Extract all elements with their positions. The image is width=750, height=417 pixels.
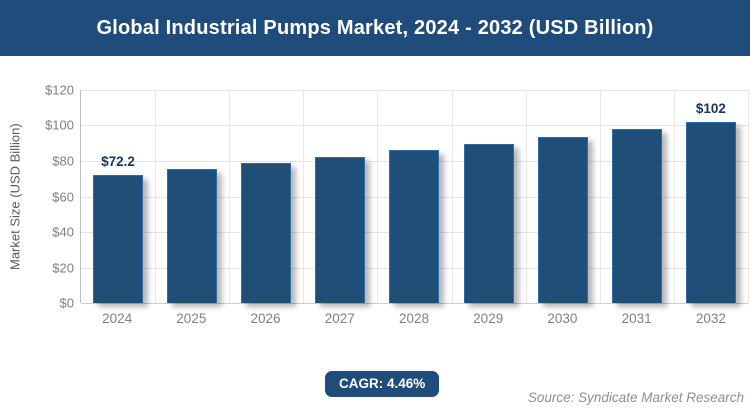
bar-column (526, 90, 600, 303)
bar (389, 150, 440, 303)
bars-layer: $72.2 $102 (81, 90, 748, 303)
gridline-vertical (748, 90, 749, 303)
gridline-vertical (673, 90, 675, 303)
gridline-vertical (451, 90, 453, 303)
y-tick-label: $40 (52, 224, 74, 240)
gridline-vertical (303, 90, 305, 303)
gridline-horizontal (81, 303, 748, 304)
gridline-horizontal (81, 125, 748, 127)
bar-column (600, 90, 674, 303)
bar (241, 163, 292, 303)
chart-title: Global Industrial Pumps Market, 2024 - 2… (96, 16, 654, 39)
y-tick-label: $120 (45, 82, 74, 98)
y-axis-tick-labels: $0 $20 $40 $60 $80 $100 $120 (0, 83, 74, 311)
x-tick-label: 2030 (547, 311, 578, 326)
x-tick-label: 2031 (621, 311, 652, 326)
cagr-badge: CAGR: 4.46% (325, 371, 440, 397)
bar-column: $72.2 (81, 90, 155, 303)
source-attribution: Source: Syndicate Market Research (527, 390, 744, 405)
y-tick-label: $80 (52, 153, 74, 169)
gridline-vertical (155, 90, 157, 303)
y-tick-label: $20 (52, 260, 74, 275)
title-banner: Global Industrial Pumps Market, 2024 - 2… (0, 0, 750, 56)
gridline-vertical (377, 90, 379, 303)
bar-column (303, 90, 377, 303)
y-tick-label: $0 (59, 295, 74, 311)
bar (167, 169, 218, 303)
bar-column (452, 90, 526, 303)
gridline-vertical (525, 90, 527, 303)
plot-area: $72.2 $102 (80, 90, 749, 304)
x-tick-label: 2024 (102, 311, 133, 326)
bar (93, 174, 144, 303)
gridline-vertical (599, 90, 601, 303)
y-tick-label: $100 (45, 117, 74, 133)
bar-value-label: $72.2 (101, 153, 135, 169)
bar (463, 143, 514, 303)
bar-column (155, 90, 229, 303)
bar-column (377, 90, 451, 303)
x-tick-label: 2029 (473, 311, 504, 326)
bar (685, 121, 736, 303)
gridline-vertical (229, 90, 231, 303)
bar (315, 156, 366, 303)
bar (611, 129, 662, 303)
x-tick-label: 2025 (176, 311, 207, 326)
bar-column: $102 (674, 90, 748, 303)
bar (537, 136, 588, 303)
bar-column (229, 90, 303, 303)
x-tick-label: 2026 (250, 311, 281, 326)
x-axis-tick-labels: 2024 2025 2026 2027 2028 2029 2030 2031 2032 (80, 311, 748, 326)
y-tick-label: $60 (52, 189, 74, 204)
x-tick-label: 2028 (398, 311, 429, 326)
gridline-horizontal (81, 90, 748, 91)
x-tick-label: 2032 (695, 311, 726, 326)
bar-value-label: $102 (695, 100, 726, 116)
x-tick-label: 2027 (324, 311, 355, 326)
